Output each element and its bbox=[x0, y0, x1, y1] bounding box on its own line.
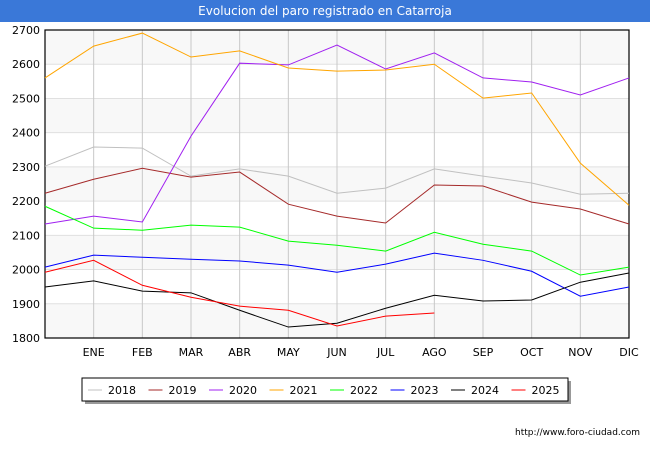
series-line-2020 bbox=[44, 44, 630, 225]
legend-label-2023: 2023 bbox=[411, 384, 439, 397]
x-tick-label: JUL bbox=[376, 346, 395, 359]
legend-label-2025: 2025 bbox=[532, 384, 560, 397]
x-tick-label: DIC bbox=[619, 346, 639, 359]
y-tick-label: 1900 bbox=[12, 298, 40, 311]
x-tick-label: ENE bbox=[83, 346, 105, 359]
legend-label-2020: 2020 bbox=[229, 384, 257, 397]
x-tick-label: ABR bbox=[228, 346, 251, 359]
x-tick-label: SEP bbox=[473, 346, 494, 359]
x-tick-label: FEB bbox=[132, 346, 153, 359]
x-tick-label: JUN bbox=[326, 346, 347, 359]
y-tick-label: 2600 bbox=[12, 58, 40, 71]
legend-label-2018: 2018 bbox=[108, 384, 136, 397]
series-line-2025 bbox=[44, 259, 435, 327]
y-tick-label: 2200 bbox=[12, 195, 40, 208]
y-tick-label: 2300 bbox=[12, 161, 40, 174]
x-tick-label: MAY bbox=[277, 346, 300, 359]
legend-label-2024: 2024 bbox=[471, 384, 499, 397]
x-tick-label: OCT bbox=[520, 346, 543, 359]
y-tick-label: 2100 bbox=[12, 229, 40, 242]
source-url[interactable]: http://www.foro-ciudad.com bbox=[515, 428, 640, 438]
series-line-2024 bbox=[44, 272, 630, 328]
series-line-2021 bbox=[44, 32, 630, 206]
legend-label-2021: 2021 bbox=[290, 384, 318, 397]
y-tick-label: 1800 bbox=[12, 332, 40, 345]
legend-label-2022: 2022 bbox=[350, 384, 378, 397]
x-tick-label: AGO bbox=[422, 346, 447, 359]
x-tick-label: NOV bbox=[568, 346, 593, 359]
legend-label-2019: 2019 bbox=[169, 384, 197, 397]
legend bbox=[81, 377, 569, 402]
series-line-2022 bbox=[44, 205, 630, 276]
series-line-2023 bbox=[44, 252, 630, 297]
y-tick-label: 2500 bbox=[12, 92, 40, 105]
chart-title: Evolucion del paro registrado en Catarro… bbox=[0, 0, 650, 22]
y-tick-label: 2700 bbox=[12, 24, 40, 37]
x-tick-label: MAR bbox=[179, 346, 204, 359]
y-tick-label: 2000 bbox=[12, 264, 40, 277]
y-tick-label: 2400 bbox=[12, 127, 40, 140]
plot-border bbox=[44, 29, 630, 339]
series-line-2019 bbox=[44, 167, 630, 225]
series-line-2018 bbox=[44, 146, 630, 195]
